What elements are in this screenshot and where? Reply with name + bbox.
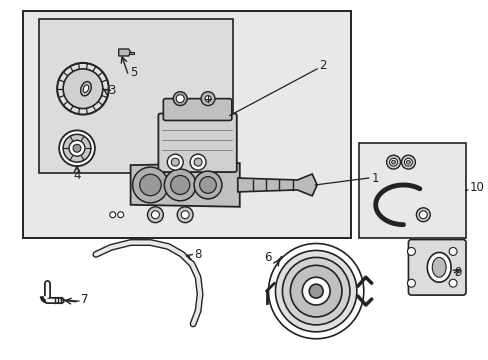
Circle shape	[151, 211, 159, 219]
Circle shape	[401, 155, 414, 169]
Text: 9: 9	[453, 266, 461, 279]
Text: 5: 5	[130, 66, 138, 79]
Ellipse shape	[81, 81, 91, 96]
Circle shape	[171, 158, 179, 166]
Circle shape	[190, 154, 205, 170]
Circle shape	[268, 243, 363, 339]
Circle shape	[59, 130, 95, 166]
Ellipse shape	[427, 252, 450, 282]
Circle shape	[448, 279, 456, 287]
Circle shape	[176, 95, 184, 103]
Text: 2: 2	[319, 59, 326, 72]
Circle shape	[118, 212, 123, 218]
Circle shape	[282, 257, 349, 325]
FancyBboxPatch shape	[163, 99, 231, 121]
Circle shape	[194, 171, 222, 199]
Circle shape	[73, 144, 81, 152]
Bar	[128, 52, 133, 54]
Circle shape	[404, 158, 411, 166]
Circle shape	[407, 279, 414, 287]
Circle shape	[170, 175, 189, 194]
FancyBboxPatch shape	[407, 239, 465, 295]
FancyBboxPatch shape	[158, 113, 236, 172]
Circle shape	[63, 134, 91, 162]
Text: 10: 10	[469, 181, 484, 194]
Circle shape	[69, 140, 85, 156]
Polygon shape	[119, 49, 130, 56]
Bar	[23, 11, 350, 238]
Circle shape	[201, 92, 215, 105]
Circle shape	[406, 160, 409, 164]
Circle shape	[57, 63, 108, 114]
Circle shape	[140, 174, 161, 196]
Text: 8: 8	[194, 248, 201, 261]
Text: 4: 4	[73, 168, 81, 181]
Circle shape	[173, 92, 187, 105]
Circle shape	[389, 158, 397, 166]
Circle shape	[386, 155, 400, 169]
Circle shape	[194, 158, 202, 166]
Circle shape	[177, 207, 193, 223]
Circle shape	[448, 247, 456, 255]
Circle shape	[391, 160, 395, 164]
Polygon shape	[237, 174, 317, 196]
Text: 6: 6	[264, 251, 271, 264]
Circle shape	[181, 211, 189, 219]
Circle shape	[147, 207, 163, 223]
Circle shape	[302, 277, 329, 305]
Circle shape	[109, 212, 116, 218]
Bar	[39, 19, 232, 173]
Circle shape	[132, 167, 168, 203]
Circle shape	[407, 247, 414, 255]
Circle shape	[415, 208, 429, 222]
Circle shape	[308, 284, 323, 298]
Text: 1: 1	[371, 171, 379, 185]
Circle shape	[63, 69, 102, 109]
Circle shape	[167, 154, 183, 170]
Polygon shape	[130, 163, 239, 207]
Ellipse shape	[83, 85, 88, 93]
Circle shape	[419, 211, 427, 219]
Bar	[358, 143, 465, 238]
Circle shape	[204, 96, 210, 102]
Text: 7: 7	[81, 293, 88, 306]
Circle shape	[290, 265, 341, 317]
Circle shape	[275, 251, 356, 332]
Circle shape	[164, 169, 196, 201]
Circle shape	[199, 177, 216, 193]
Ellipse shape	[431, 257, 445, 277]
Text: 3: 3	[107, 84, 115, 97]
